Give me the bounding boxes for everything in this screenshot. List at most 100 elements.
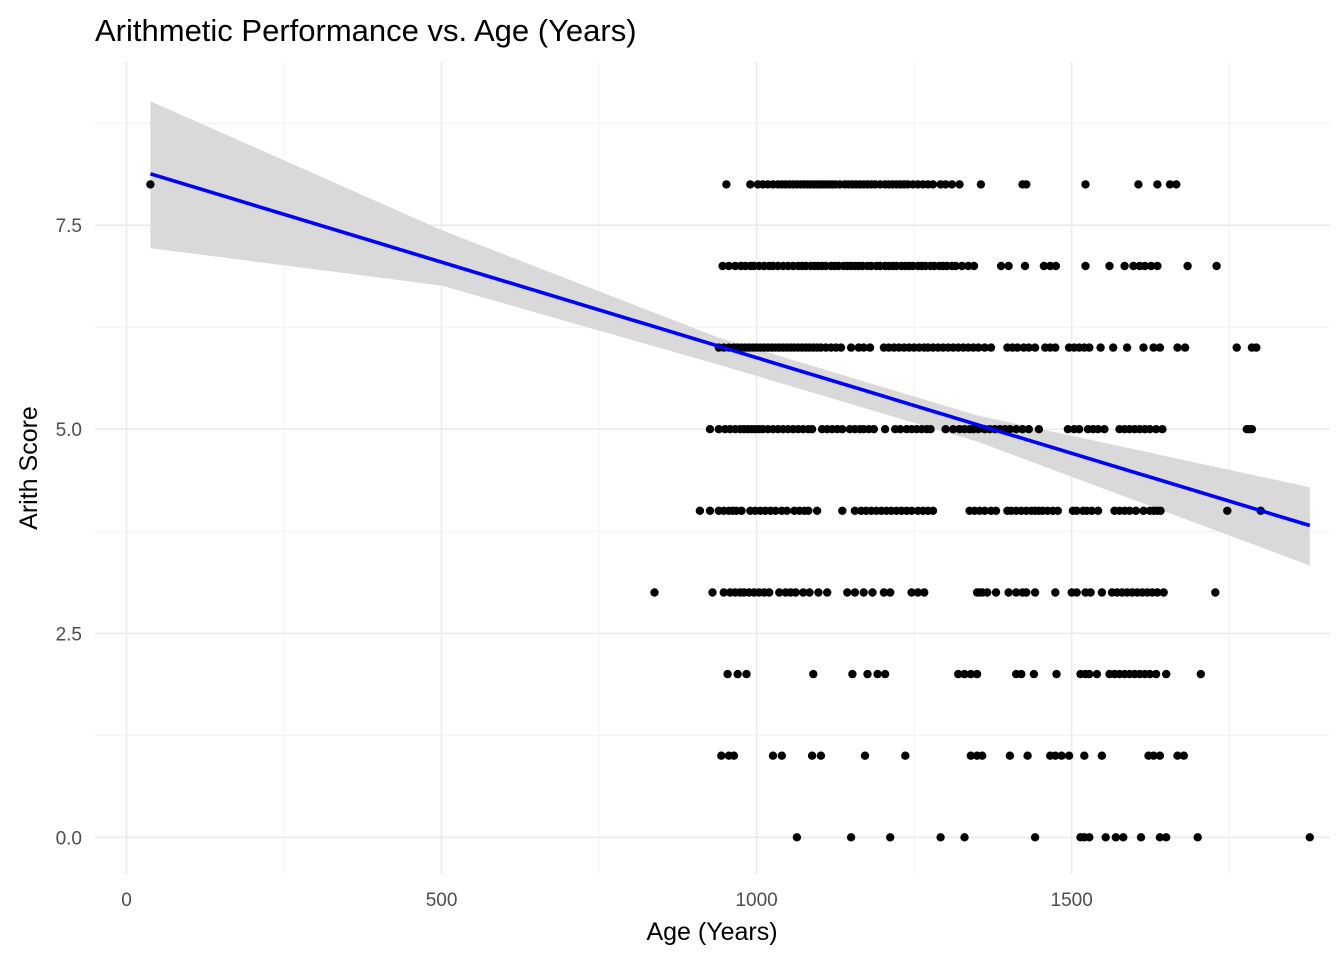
data-point xyxy=(1093,425,1103,434)
data-point xyxy=(146,180,155,189)
chart-title: Arithmetic Performance vs. Age (Years) xyxy=(95,13,637,48)
data-point xyxy=(1081,180,1090,189)
data-point xyxy=(949,425,958,434)
x-tick-label: 0 xyxy=(121,890,132,911)
data-point xyxy=(1004,261,1013,271)
data-point xyxy=(838,506,847,515)
data-point xyxy=(804,506,813,515)
data-point xyxy=(1030,833,1040,842)
data-point xyxy=(991,588,1001,597)
data-point xyxy=(886,833,895,842)
data-point xyxy=(859,588,868,597)
data-point xyxy=(1012,588,1021,597)
data-point xyxy=(1223,506,1232,515)
data-point xyxy=(1086,588,1095,597)
data-point xyxy=(886,588,895,597)
data-point xyxy=(848,669,857,679)
data-point xyxy=(941,180,950,189)
data-point xyxy=(1149,751,1158,760)
data-point xyxy=(873,669,882,679)
data-point xyxy=(650,588,659,597)
data-point xyxy=(960,833,969,842)
y-axis-title: Arith Score xyxy=(15,406,43,530)
data-point xyxy=(1134,180,1143,189)
data-point xyxy=(1085,833,1094,842)
data-point xyxy=(1051,343,1060,352)
data-point xyxy=(777,751,786,760)
data-point xyxy=(1140,261,1150,271)
data-point xyxy=(1196,669,1206,679)
data-point xyxy=(980,506,989,515)
data-point xyxy=(974,343,983,352)
data-point xyxy=(1305,833,1315,842)
data-point xyxy=(792,833,802,842)
data-point xyxy=(807,425,817,434)
data-point xyxy=(714,425,723,434)
data-point xyxy=(814,588,823,597)
data-point xyxy=(941,425,950,434)
data-point xyxy=(966,669,975,679)
data-point xyxy=(718,261,727,271)
regression-line xyxy=(149,172,1311,528)
data-point xyxy=(799,588,808,597)
data-point xyxy=(1119,833,1128,842)
data-point xyxy=(1125,506,1134,515)
data-point xyxy=(1162,833,1171,842)
data-point xyxy=(978,751,987,760)
y-tick-label: 0.0 xyxy=(56,828,82,849)
data-point xyxy=(782,506,792,515)
data-point xyxy=(901,751,910,760)
data-point xyxy=(1155,343,1165,352)
data-point xyxy=(742,669,751,679)
data-point xyxy=(1030,588,1040,597)
data-point xyxy=(860,751,870,760)
data-point xyxy=(1022,588,1031,597)
data-point xyxy=(869,425,878,434)
data-point xyxy=(1024,425,1034,434)
y-tick-label: 5.0 xyxy=(56,420,82,441)
data-point xyxy=(1097,751,1107,760)
data-point xyxy=(1022,180,1031,189)
data-point xyxy=(746,180,755,189)
data-point xyxy=(1151,669,1161,679)
data-point xyxy=(805,588,814,597)
data-point xyxy=(1072,588,1081,597)
data-points xyxy=(146,180,1315,842)
x-axis-ticks: 0 500 1000 1500 xyxy=(121,890,1093,911)
data-point xyxy=(928,180,938,189)
data-point xyxy=(996,261,1006,271)
data-point xyxy=(1247,425,1257,434)
data-point xyxy=(1105,261,1114,271)
x-axis-title: Age (Years) xyxy=(646,918,777,946)
data-point xyxy=(1129,261,1138,271)
data-point xyxy=(955,180,964,189)
data-point xyxy=(879,588,889,597)
data-point xyxy=(936,833,945,842)
data-point xyxy=(733,669,742,679)
data-point xyxy=(1136,833,1146,842)
data-point xyxy=(1131,506,1141,515)
data-point xyxy=(1087,506,1097,515)
data-point xyxy=(850,506,860,515)
y-axis-ticks: 0.0 2.5 5.0 7.5 xyxy=(56,216,82,849)
data-point xyxy=(846,343,856,352)
data-point xyxy=(1100,425,1109,434)
y-tick-label: 2.5 xyxy=(56,624,82,645)
data-point xyxy=(896,425,905,434)
data-point xyxy=(1064,751,1074,760)
data-point xyxy=(1093,506,1103,515)
data-point xyxy=(913,588,923,597)
data-point xyxy=(823,588,832,597)
data-point xyxy=(1173,343,1182,352)
data-point xyxy=(969,261,979,271)
data-point xyxy=(1149,343,1158,352)
data-point xyxy=(717,751,726,760)
data-point xyxy=(812,506,822,515)
data-point xyxy=(705,506,715,515)
data-point xyxy=(1034,425,1044,434)
data-point xyxy=(1005,751,1015,760)
data-point xyxy=(880,669,890,679)
data-point xyxy=(722,180,731,189)
data-point xyxy=(928,506,938,515)
